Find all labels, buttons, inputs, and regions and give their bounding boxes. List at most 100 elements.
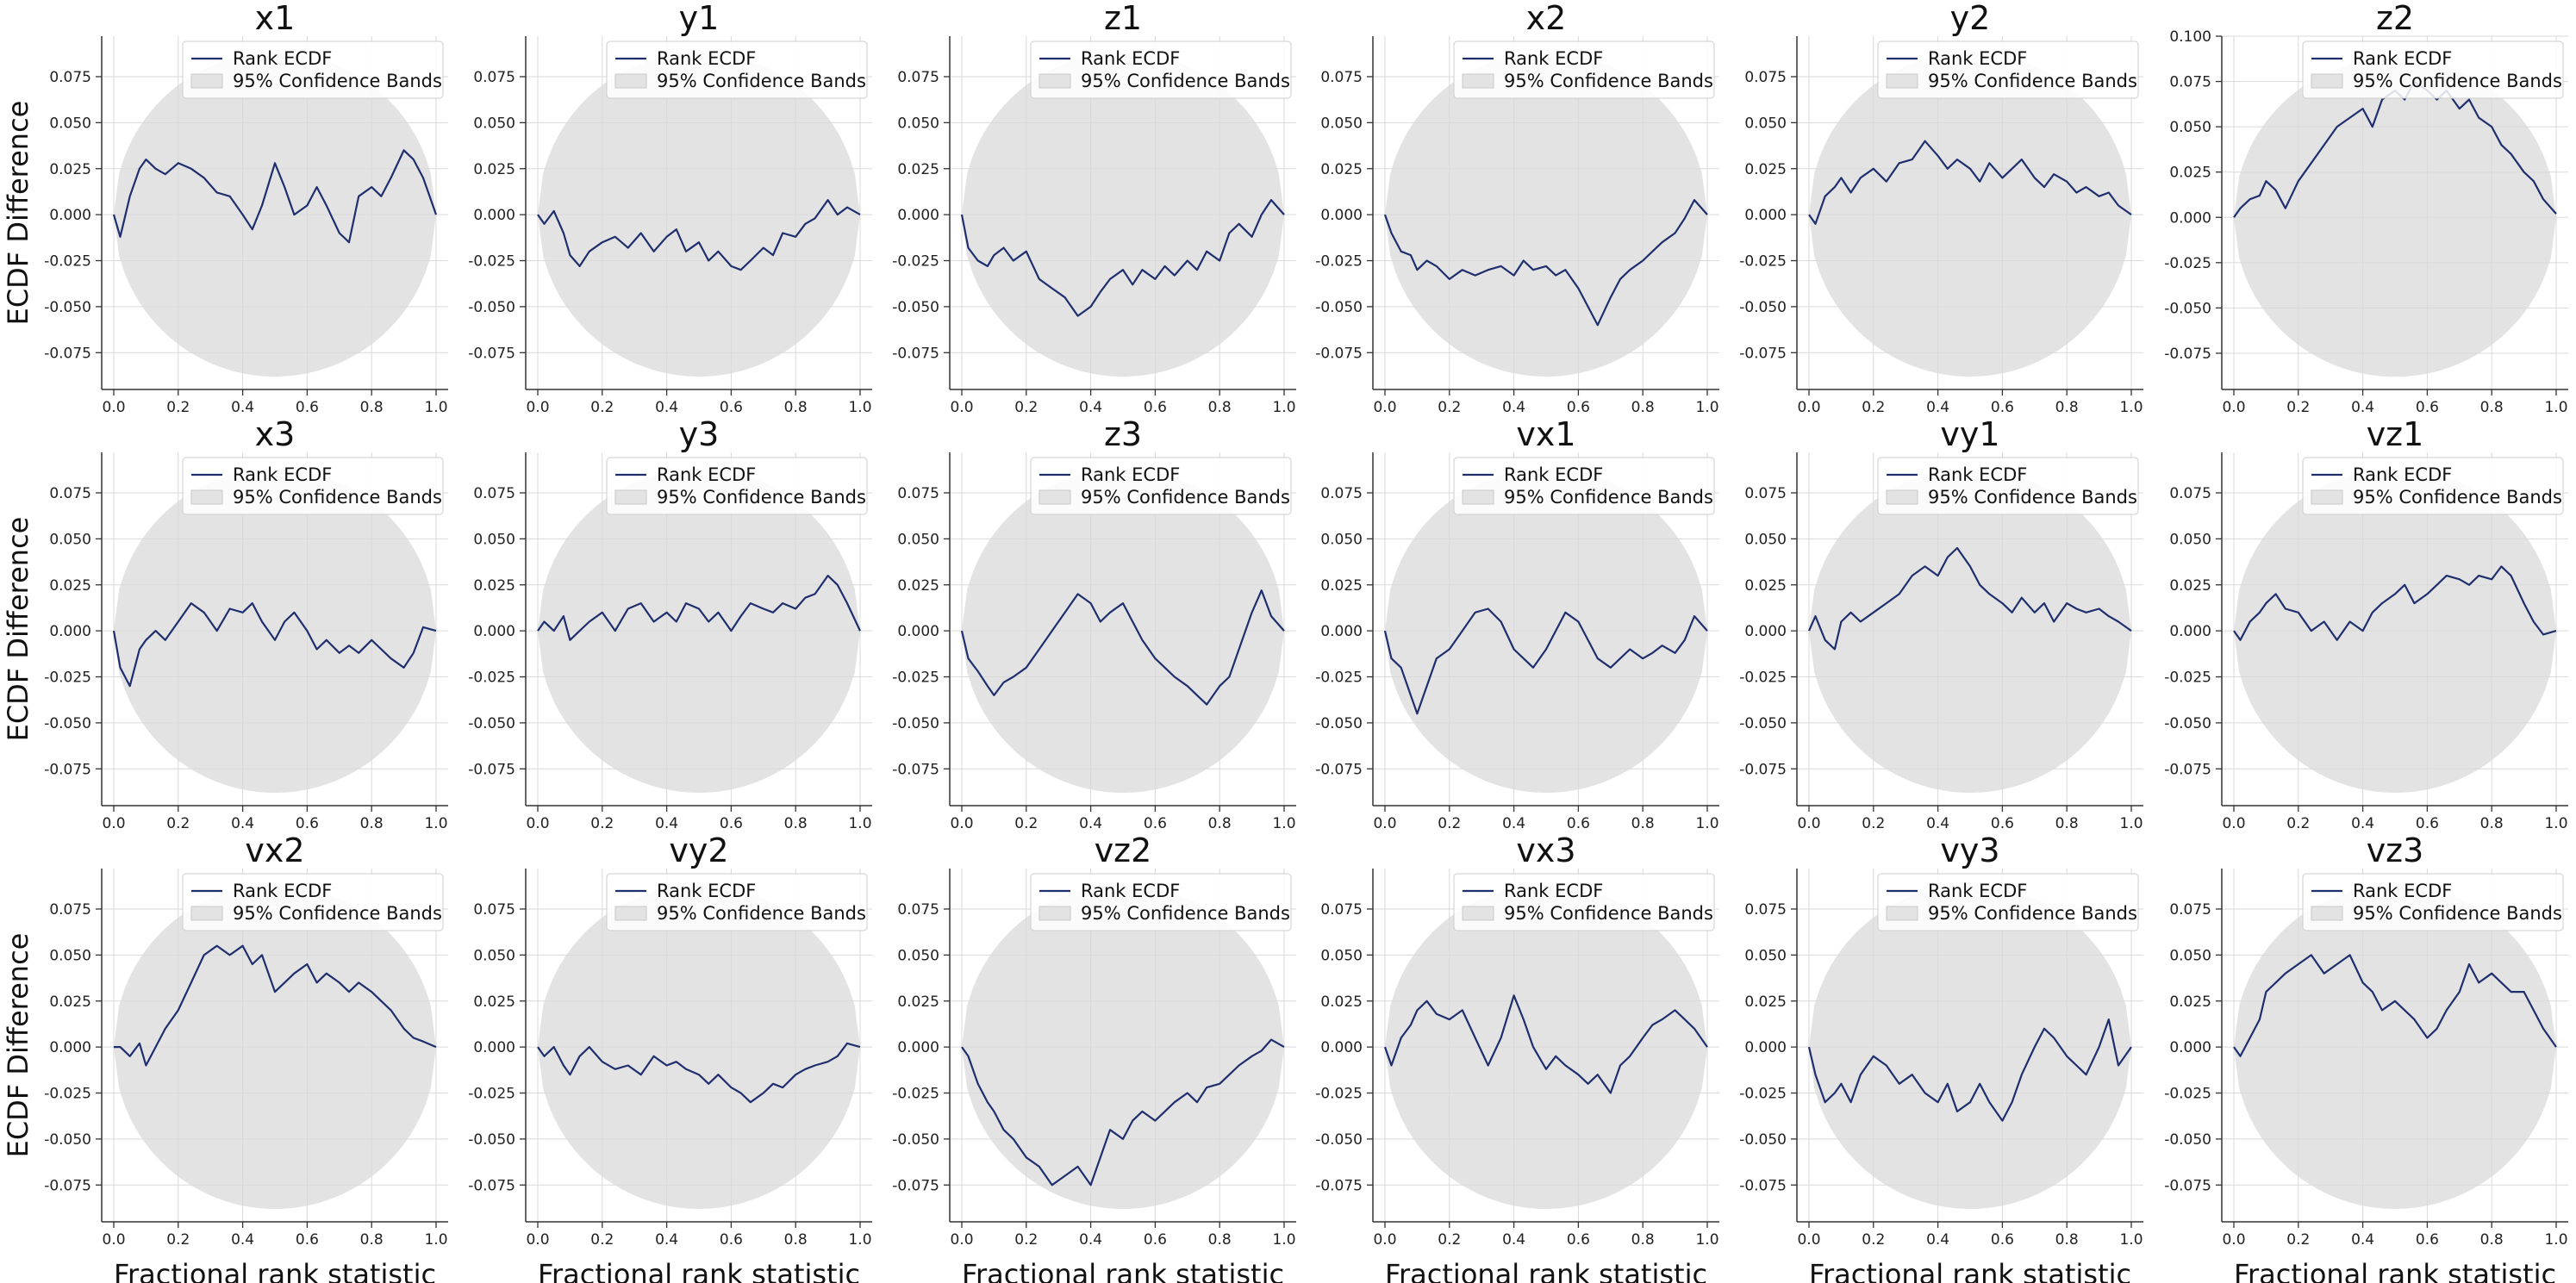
legend-label: Rank ECDF xyxy=(2353,881,2452,901)
panel-title: vx1 xyxy=(1516,415,1575,453)
legend-label: Rank ECDF xyxy=(2353,464,2452,485)
y-tick-label: -0.050 xyxy=(1739,1131,1787,1149)
x-tick-label: 0.6 xyxy=(1567,1231,1590,1249)
x-tick-label: 0.2 xyxy=(1014,1231,1038,1249)
legend-label: Rank ECDF xyxy=(1504,881,1603,901)
y-tick-label: -0.075 xyxy=(1315,345,1363,362)
y-tick-label: -0.050 xyxy=(1739,715,1787,732)
y-tick-label: -0.075 xyxy=(44,761,91,778)
x-tick-label: 0.2 xyxy=(1438,1231,1461,1249)
y-tick-label: 0.050 xyxy=(897,115,939,132)
legend-band-swatch xyxy=(1039,489,1071,505)
y-tick-label: 0.050 xyxy=(2169,947,2211,964)
legend-band-swatch xyxy=(2311,906,2343,921)
y-tick-label: 0.025 xyxy=(1320,993,1363,1011)
legend-label: Rank ECDF xyxy=(1504,464,1603,485)
x-tick-label: 0.8 xyxy=(360,815,384,832)
y-axis-label: ECDF Difference xyxy=(2,101,34,326)
y-tick-label: 0.000 xyxy=(2169,623,2211,640)
y-tick-label: 0.050 xyxy=(1744,947,1787,964)
x-tick-label: 0.6 xyxy=(1991,815,2014,832)
x-tick-label: 0.6 xyxy=(2416,815,2439,832)
y-tick-label: 0.000 xyxy=(1320,207,1363,224)
x-tick-label: 0.2 xyxy=(590,815,614,832)
y-tick-label: -0.025 xyxy=(468,670,515,687)
legend-label: 95% Confidence Bands xyxy=(2353,903,2562,924)
x-tick-label: 0.8 xyxy=(1631,1231,1655,1249)
legend-label: Rank ECDF xyxy=(1928,48,2027,69)
x-tick-label: 0.2 xyxy=(1862,399,1885,416)
x-tick-label: 0.6 xyxy=(1991,1231,2014,1249)
legend-label: 95% Confidence Bands xyxy=(2353,487,2562,508)
panel-title: y1 xyxy=(679,0,720,37)
rank-ecdf-line xyxy=(1383,994,1708,1094)
x-tick-label: 0.4 xyxy=(231,1231,254,1249)
legend-box xyxy=(1030,40,1292,99)
y-tick-label: -0.050 xyxy=(1315,715,1363,732)
y-tick-label: 0.100 xyxy=(2169,28,2211,46)
x-tick-label: 0.0 xyxy=(1373,815,1396,832)
legend-band-swatch xyxy=(190,906,223,921)
x-tick-label: 0.6 xyxy=(720,815,743,832)
x-tick-label: 0.4 xyxy=(1079,399,1102,416)
y-tick-label: -0.075 xyxy=(892,345,939,362)
y-tick-label: 0.050 xyxy=(1320,531,1363,548)
y-tick-label: -0.075 xyxy=(44,1177,91,1194)
legend-band-swatch xyxy=(1462,489,1494,505)
x-tick-label: 0.0 xyxy=(1797,1231,1820,1249)
x-tick-label: 0.8 xyxy=(1208,1231,1232,1249)
x-axis-label: Fractional rank statistic xyxy=(962,1258,1284,1283)
y-tick-label: -0.050 xyxy=(892,1131,939,1149)
legend-label: Rank ECDF xyxy=(1928,464,2027,485)
legend-box xyxy=(1877,873,2139,931)
x-tick-label: 0.4 xyxy=(231,399,254,416)
y-tick-label: -0.075 xyxy=(892,761,939,778)
rank-ecdf-line xyxy=(2233,954,2557,1057)
rank-ecdf-line xyxy=(1807,546,2132,651)
legend-box xyxy=(182,873,444,931)
panel-y1: 0.0 0.2 0.4 0.6 0.8 1.0 -0.075 -0.050 -0.025 0.00… xyxy=(468,0,872,416)
y-tick-label: -0.025 xyxy=(1315,1086,1363,1103)
x-tick-label: 0.8 xyxy=(2480,1231,2504,1249)
legend-box xyxy=(1453,873,1715,931)
panel-title: vz3 xyxy=(2367,831,2424,869)
panel-y3: 0.0 0.2 0.4 0.6 0.8 1.0 -0.075 -0.050 -0.025 0.00… xyxy=(468,415,872,832)
x-tick-label: 0.0 xyxy=(950,399,973,416)
x-tick-label: 0.6 xyxy=(2416,399,2439,416)
panel-vx3: 0.0 0.2 0.4 0.6 0.8 1.0 -0.075 -0.050 -0.025 0.00… xyxy=(1315,831,1719,1283)
rank-ecdf-line xyxy=(112,601,437,688)
panel-title: y3 xyxy=(679,415,720,453)
legend-label: 95% Confidence Bands xyxy=(657,903,866,924)
legend-label: Rank ECDF xyxy=(1928,881,2027,901)
x-tick-label: 0.8 xyxy=(1631,399,1655,416)
panel-title: vy3 xyxy=(1940,831,1999,869)
x-tick-label: 0.4 xyxy=(231,815,254,832)
legend-label: 95% Confidence Bands xyxy=(1928,903,2137,924)
y-tick-label: -0.075 xyxy=(2164,346,2211,363)
legend-box xyxy=(1877,40,2139,99)
panel-vz1: 0.0 0.2 0.4 0.6 0.8 1.0 -0.075 -0.050 -0.025 0.00… xyxy=(2164,415,2568,832)
x-tick-label: 0.0 xyxy=(102,399,125,416)
y-tick-label: 0.075 xyxy=(1320,901,1363,919)
y-tick-label: 0.050 xyxy=(897,531,939,548)
x-tick-label: 0.4 xyxy=(1079,815,1102,832)
x-tick-label: 0.4 xyxy=(2351,399,2374,416)
x-tick-label: 0.4 xyxy=(655,1231,678,1249)
panel-vz2: 0.0 0.2 0.4 0.6 0.8 1.0 -0.075 -0.050 -0.025 0.00… xyxy=(892,831,1296,1283)
x-tick-label: 0.6 xyxy=(1567,399,1590,416)
y-tick-label: 0.000 xyxy=(1744,1039,1787,1056)
y-tick-label: 0.050 xyxy=(49,115,91,132)
panel-title: y2 xyxy=(1950,0,1991,37)
y-tick-label: 0.075 xyxy=(1320,485,1363,502)
x-tick-label: 0.8 xyxy=(784,399,808,416)
y-tick-label: 0.025 xyxy=(1320,161,1363,178)
legend-band-swatch xyxy=(1886,906,1918,921)
panel-title: vy1 xyxy=(1940,415,1999,453)
x-tick-label: 0.0 xyxy=(1373,399,1396,416)
x-tick-label: 1.0 xyxy=(1272,1231,1295,1249)
y-tick-label: -0.025 xyxy=(1739,253,1787,271)
x-tick-label: 0.0 xyxy=(526,815,549,832)
rank-ecdf-line xyxy=(1808,140,2132,225)
